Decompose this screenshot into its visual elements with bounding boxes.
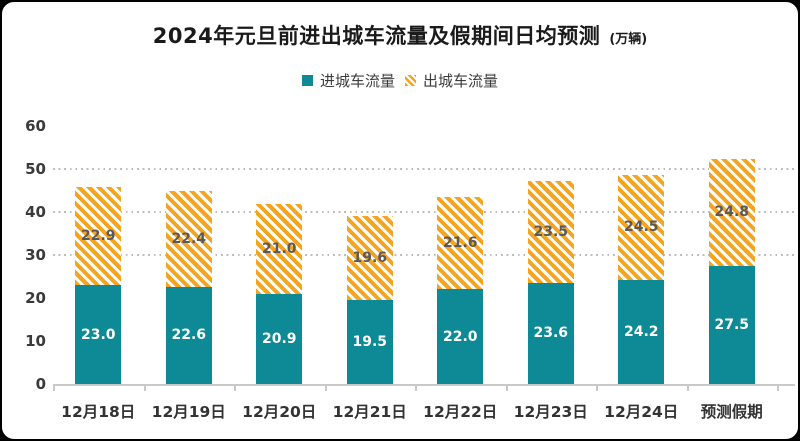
x-axis-category-label: 预测假期 <box>700 403 763 421</box>
y-axis-tick-label: 10 <box>25 332 46 350</box>
x-axis-tick <box>505 386 508 391</box>
bar-column: 24.2 24.5 <box>618 2 665 384</box>
bar-segment-inbound: 19.5 <box>346 300 393 384</box>
x-axis-tick <box>53 386 55 391</box>
chart-title-text: 2024年元旦前进出城车流量及假期间日均预测 <box>152 24 601 48</box>
bar-segment-inbound: 22.0 <box>437 289 484 384</box>
x-axis-line <box>53 384 795 386</box>
y-axis-tick-label: 30 <box>25 246 46 264</box>
x-axis-tick <box>415 386 417 391</box>
bar-segment-outbound: 24.8 <box>708 159 755 266</box>
bar-segment-inbound: 20.9 <box>256 294 303 384</box>
bar-segment-outbound: 21.0 <box>256 203 303 295</box>
bar-column: 20.9 21.0 <box>256 2 303 384</box>
bar-segment-outbound: 24.5 <box>618 174 665 280</box>
bar-column: 23.6 23.5 <box>527 2 574 384</box>
x-axis-category-label: 12月24日 <box>604 403 679 421</box>
bar-segment-inbound: 23.6 <box>527 282 574 384</box>
x-axis-category-label: 12月18日 <box>61 403 136 421</box>
x-axis-tick <box>596 386 598 391</box>
y-axis-tick-label: 0 <box>35 375 46 393</box>
bar-segment-outbound: 22.4 <box>165 190 212 287</box>
y-axis-tick-label: 40 <box>25 203 46 221</box>
x-axis-category-label: 12月21日 <box>332 403 407 421</box>
bar-segment-inbound: 23.0 <box>75 285 122 384</box>
bar-segment-outbound: 23.5 <box>527 181 574 283</box>
bar-segment-inbound: 27.5 <box>708 265 755 384</box>
gridline <box>53 168 795 170</box>
gridline <box>53 254 795 256</box>
x-axis-tick <box>234 386 236 391</box>
bar-column: 27.5 24.8 <box>708 2 755 384</box>
legend-item-inbound: 进城车流量 <box>301 70 395 91</box>
x-axis-tick <box>686 386 689 391</box>
y-axis-tick-label: 20 <box>25 289 46 307</box>
legend-item-outbound: 出城车流量 <box>405 70 498 91</box>
bar-column: 22.6 22.4 <box>165 2 212 384</box>
x-axis-category-label: 12月22日 <box>423 403 498 421</box>
bar-segment-inbound: 24.2 <box>618 279 665 384</box>
chart-title-unit: (万辆) <box>609 32 648 47</box>
y-axis-tick-label: 50 <box>25 160 46 178</box>
bar-segment-outbound: 19.6 <box>346 215 393 301</box>
bar-column: 22.0 21.6 <box>437 2 484 384</box>
x-axis-tick <box>143 386 146 391</box>
x-axis-tick <box>324 386 327 391</box>
bar-segment-outbound: 22.9 <box>75 186 122 286</box>
x-axis-category-label: 12月23日 <box>513 403 588 421</box>
hatched-orange-square-icon <box>405 75 416 86</box>
teal-square-icon <box>301 75 313 86</box>
legend-label-inbound: 进城车流量 <box>319 72 395 90</box>
gridline <box>53 211 795 213</box>
y-axis-tick-label: 60 <box>25 117 46 135</box>
chart-legend: 进城车流量 出城车流量 <box>2 70 798 91</box>
bar-segment-inbound: 22.6 <box>165 286 212 384</box>
legend-label-outbound: 出城车流量 <box>423 72 499 90</box>
chart-title: 2024年元旦前进出城车流量及假期间日均预测 (万辆) <box>2 20 798 50</box>
x-axis-tick <box>777 386 779 391</box>
bar-segment-outbound: 21.6 <box>437 196 484 290</box>
bar-column: 19.5 19.6 <box>346 2 393 384</box>
bar-column: 23.0 22.9 <box>75 2 122 384</box>
x-axis-category-label: 12月19日 <box>151 403 226 421</box>
x-axis-category-label: 12月20日 <box>242 403 317 421</box>
